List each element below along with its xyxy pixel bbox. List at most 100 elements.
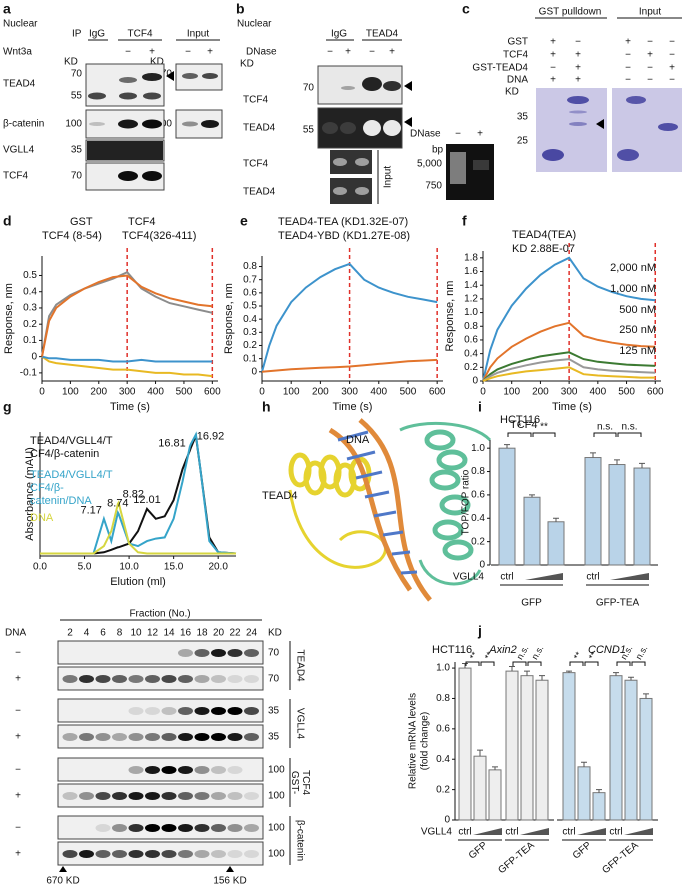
legend-entry: 500 nM xyxy=(619,304,656,316)
chart-title: CCND1 xyxy=(588,644,626,656)
label: 100 xyxy=(268,823,285,834)
structure-label: TEAD4 xyxy=(262,490,297,502)
label: 70 xyxy=(71,171,83,182)
band xyxy=(79,850,94,858)
bar xyxy=(505,670,519,821)
band xyxy=(112,824,127,832)
base-pair xyxy=(391,550,411,556)
x-tick-label: ctrl xyxy=(609,827,622,838)
label: TCF4 xyxy=(503,50,528,61)
label: TCF4 xyxy=(243,95,268,106)
band xyxy=(62,792,78,800)
label: + xyxy=(149,47,155,58)
band xyxy=(473,160,489,170)
significance-bracket xyxy=(527,661,542,666)
y-tick-label: 0.7 xyxy=(243,274,257,285)
arrowhead xyxy=(596,119,604,129)
band xyxy=(244,850,259,858)
band xyxy=(112,675,127,683)
error-bar xyxy=(462,663,468,669)
label: − xyxy=(15,765,21,776)
band xyxy=(333,158,347,166)
band xyxy=(450,152,466,184)
band xyxy=(194,707,210,715)
dna-strand xyxy=(358,418,432,602)
significance-label: ** xyxy=(468,650,480,661)
band xyxy=(194,733,210,741)
label: TEAD4 xyxy=(366,29,399,40)
helix xyxy=(432,519,464,541)
blot xyxy=(57,698,264,723)
legend-entry: TCF4 (8-54) xyxy=(42,230,102,242)
series-line xyxy=(482,321,656,382)
band xyxy=(194,675,210,683)
band xyxy=(161,733,177,741)
x-tick-label: 0 xyxy=(259,387,265,398)
error-bar xyxy=(529,494,535,498)
blot xyxy=(57,783,264,808)
band xyxy=(322,122,338,134)
dose-wedge xyxy=(520,828,549,835)
band xyxy=(143,92,161,100)
y-tick-label: 0.8 xyxy=(243,261,257,272)
band xyxy=(118,119,138,129)
label: + xyxy=(15,791,21,802)
label: + xyxy=(575,50,581,61)
x-tick-label: 10.0 xyxy=(119,562,139,573)
label: 55 xyxy=(71,91,83,102)
bar xyxy=(639,697,653,821)
peak-label: 16.92 xyxy=(197,430,225,442)
band xyxy=(194,792,210,800)
y-tick-label: 0.5 xyxy=(243,301,257,312)
significance-bracket xyxy=(584,661,599,666)
label: − xyxy=(647,37,653,48)
label: 70 xyxy=(268,648,280,659)
band xyxy=(145,733,160,741)
legend-entry: 125 nM xyxy=(619,345,656,357)
error-bar xyxy=(539,675,545,681)
band xyxy=(142,119,162,129)
x-tick-label: 200 xyxy=(90,387,107,398)
band xyxy=(62,850,78,858)
y-tick-label: 0.8 xyxy=(464,321,478,332)
error-bar xyxy=(628,676,634,681)
label: − xyxy=(15,706,21,717)
band xyxy=(128,850,144,858)
blot xyxy=(57,757,264,782)
significance-label: n.s. xyxy=(530,644,546,662)
label: Nuclear xyxy=(237,19,272,30)
error-bar xyxy=(613,672,619,676)
bar xyxy=(633,467,651,566)
x-tick-label: 15.0 xyxy=(164,562,184,573)
label: Fraction (No.) xyxy=(129,609,190,620)
label: TCF4 xyxy=(3,171,28,182)
group-label: GFP-TEA xyxy=(600,840,641,876)
y-tick-label: 0.8 xyxy=(436,693,450,704)
x-tick-label: 5.0 xyxy=(78,562,92,573)
helix xyxy=(442,539,474,561)
label: 8 xyxy=(117,628,123,639)
label: 100 xyxy=(65,119,82,130)
y-tick-label: 0.5 xyxy=(23,270,37,281)
band xyxy=(79,733,94,741)
blot xyxy=(57,841,264,866)
label: − xyxy=(669,75,675,86)
label: 100 xyxy=(268,849,285,860)
series-line xyxy=(482,358,656,382)
marker-arrow xyxy=(226,866,234,872)
base-pair xyxy=(364,490,390,499)
label: 12 xyxy=(147,628,159,639)
series-line xyxy=(482,366,656,382)
y-tick-label: 1.4 xyxy=(464,280,478,291)
band xyxy=(617,149,639,161)
series-line xyxy=(482,351,656,382)
y-tick-label: 0.3 xyxy=(23,303,37,314)
label: bp xyxy=(432,145,444,156)
label: KD xyxy=(240,59,254,70)
legend-entry: 2,000 nM xyxy=(610,262,656,274)
panel-letter: i xyxy=(478,399,482,415)
significance-label: ** xyxy=(572,650,584,661)
y-tick-label: -0.1 xyxy=(20,368,38,379)
x-axis-label: Time (s) xyxy=(110,401,150,413)
band xyxy=(118,171,138,181)
